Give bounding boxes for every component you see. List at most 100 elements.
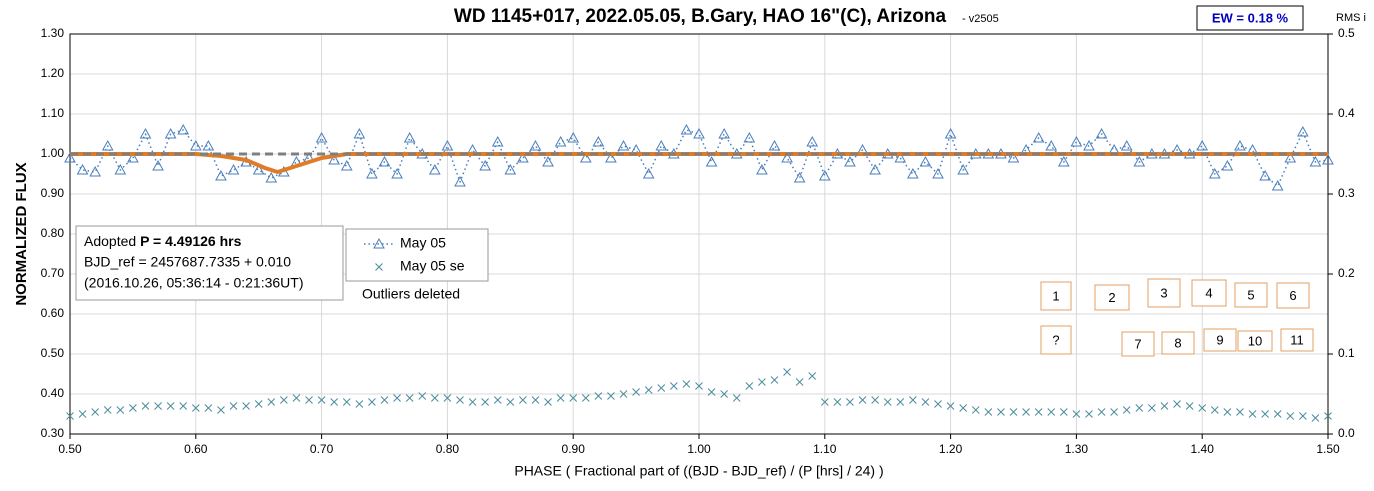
data-point: [705, 155, 718, 167]
note: Outliers deleted: [362, 286, 460, 302]
data-point: [542, 155, 554, 167]
data-point: [858, 396, 867, 404]
y2-tick-label: 0.3: [1338, 186, 1355, 200]
info-box: [75, 225, 344, 301]
data-point: [795, 378, 804, 386]
y-tick-label: 0.50: [41, 346, 65, 360]
data-point: [605, 151, 617, 163]
data-point: [818, 169, 831, 181]
data-point: [78, 410, 87, 418]
data-point: [820, 398, 829, 406]
data-point: [617, 139, 630, 151]
data-point: [1271, 179, 1284, 191]
data-point: [1110, 408, 1118, 416]
data-point: [1007, 151, 1020, 163]
data-point: [758, 378, 766, 386]
data-point: [944, 127, 957, 139]
data-point: [1324, 412, 1332, 420]
data-point: [506, 398, 515, 406]
y-tick-label: 0.60: [41, 306, 65, 320]
marker-label: 1: [1052, 288, 1059, 303]
data-point: [946, 402, 955, 410]
data-point: [479, 159, 491, 171]
data-point: [227, 163, 240, 175]
marker-label: 7: [1134, 336, 1141, 351]
data-point: [1059, 408, 1068, 416]
data-point: [1097, 408, 1106, 416]
data-point: [292, 394, 301, 402]
marker-label: ?: [1052, 332, 1059, 347]
data-point: [443, 394, 452, 402]
marker-box: [1276, 282, 1310, 309]
data-point: [141, 402, 150, 410]
x-tick-label: 0.60: [184, 442, 208, 456]
data-point: [1009, 408, 1018, 416]
data-point: [229, 402, 238, 410]
data-point: [642, 167, 655, 179]
data-point: [1259, 169, 1271, 181]
data-point: [280, 396, 288, 404]
data-point: [378, 155, 391, 167]
data-point: [242, 402, 250, 410]
data-point: [454, 175, 466, 187]
x-tick-label: 1.00: [687, 442, 711, 456]
data-point: [957, 163, 970, 175]
data-point: [66, 412, 74, 420]
data-point: [391, 167, 403, 179]
data-point: [1148, 404, 1156, 412]
data-point: [781, 151, 793, 163]
data-point: [793, 171, 806, 183]
data-point: [581, 394, 590, 402]
data-point: [594, 392, 603, 400]
data-point: [428, 163, 441, 175]
y-tick-label: 1.20: [41, 66, 65, 80]
data-point: [1122, 406, 1131, 414]
data-point: [718, 127, 731, 139]
data-point: [1057, 155, 1070, 167]
y-tick-label: 0.30: [41, 426, 65, 440]
data-point: [1296, 125, 1309, 137]
y2-tick-label: 0.2: [1338, 266, 1355, 280]
data-point: [544, 398, 552, 406]
data-point: [139, 127, 152, 139]
data-point: [883, 398, 892, 406]
data-point: [493, 396, 502, 404]
data-point: [1309, 155, 1322, 167]
data-point: [770, 376, 779, 384]
data-point: [907, 167, 919, 179]
data-point: [1298, 412, 1307, 420]
data-point: [644, 386, 653, 394]
marker-box: [1094, 284, 1130, 311]
data-point: [680, 123, 693, 135]
data-point: [64, 151, 76, 163]
data-point: [315, 131, 328, 143]
y2-axis-label: RMS i: [1336, 12, 1366, 24]
data-point: [1234, 139, 1246, 151]
data-point: [355, 400, 364, 408]
data-point: [1135, 404, 1144, 412]
data-point: [1034, 408, 1043, 416]
data-point: [330, 398, 339, 406]
plot-area: [64, 33, 1334, 439]
info-period: P = 4.49126 hrs: [140, 233, 242, 249]
data-point: [267, 398, 276, 406]
y-tick-label: 0.90: [41, 186, 65, 200]
data-point: [340, 159, 353, 171]
data-point: [1070, 135, 1083, 147]
data-point: [204, 404, 213, 412]
data-point: [430, 394, 439, 402]
data-point: [579, 151, 592, 163]
data-point: [217, 406, 225, 414]
badge: EW = 0.18 %: [1212, 10, 1289, 25]
data-point: [380, 396, 389, 404]
data-point: [607, 392, 615, 400]
y-axis-label: NORMALIZED FLUX: [13, 162, 30, 305]
x-tick-label: 1.20: [939, 442, 963, 456]
x-tick-label: 1.40: [1191, 442, 1215, 456]
data-point: [682, 380, 691, 388]
data-point: [756, 163, 768, 175]
data-point: [833, 398, 842, 406]
marker-label: 5: [1247, 287, 1254, 302]
data-point: [556, 394, 565, 402]
x-tick-label: 0.50: [58, 442, 82, 456]
